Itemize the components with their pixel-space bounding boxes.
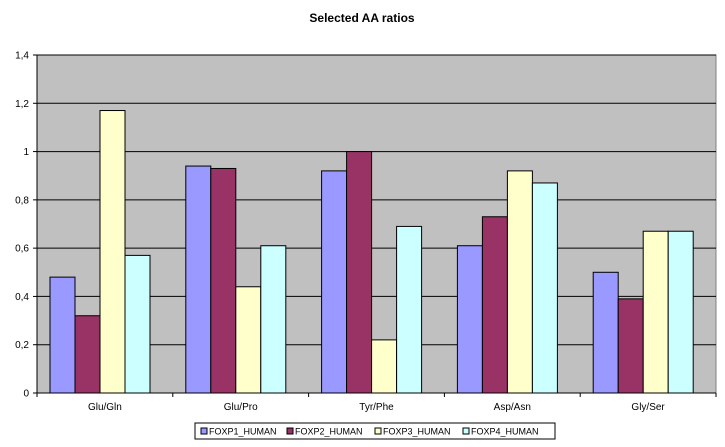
legend: FOXP1_HUMAN FOXP2_HUMAN FOXP3_HUMAN FOXP4_H…: [194, 422, 556, 440]
bar-foxp4_human-glu-gln: [124, 254, 151, 394]
legend-label: FOXP1_HUMAN: [209, 427, 277, 437]
legend-label: FOXP2_HUMAN: [295, 427, 363, 437]
x-tick-label: Glu/Pro: [224, 402, 258, 413]
bar-foxp4_human-gly-ser: [667, 230, 694, 394]
bar-foxp2_human-glu-gln: [74, 315, 101, 394]
y-axis-ticks: 0 0,2 0,4 0,6 0,8 1 1,2 1,4: [15, 51, 37, 400]
legend-swatch: [374, 427, 382, 435]
bar-foxp3_human-gly-ser: [642, 230, 669, 394]
chart-title: Selected AA ratios: [309, 11, 414, 25]
y-tick-label: 0,8: [15, 195, 29, 206]
bar-foxp1_human-glu-gln: [49, 276, 76, 394]
x-tick-label: Tyr/Phe: [359, 402, 394, 413]
bar-foxp2_human-asp-asn: [481, 216, 508, 394]
y-tick-label: 0,2: [15, 340, 29, 351]
bar-foxp3_human-glu-pro: [235, 286, 262, 394]
legend-label: FOXP4_HUMAN: [471, 427, 539, 437]
bar-foxp4_human-glu-pro: [260, 245, 287, 394]
legend-swatch: [286, 427, 294, 435]
x-tick-label: Gly/Ser: [631, 402, 665, 413]
bar-foxp3_human-tyr-phe: [371, 339, 398, 394]
bar-foxp3_human-asp-asn: [506, 170, 533, 394]
bars: [49, 110, 694, 394]
bar-foxp1_human-glu-pro: [185, 165, 212, 394]
y-tick-label: 0: [23, 389, 29, 400]
x-tick-label: Asp/Asn: [494, 402, 531, 413]
bar-foxp3_human-glu-gln: [99, 110, 126, 394]
y-tick-label: 1,2: [15, 99, 29, 110]
x-axis-ticks: Glu/Gln Glu/Pro Tyr/Phe Asp/Asn Gly/Ser: [36, 393, 717, 413]
y-tick-label: 1: [23, 147, 29, 158]
bar-foxp1_human-asp-asn: [456, 245, 483, 394]
bar-foxp4_human-asp-asn: [531, 182, 558, 394]
x-tick-label: Glu/Gln: [88, 402, 122, 413]
y-tick-label: 0,4: [15, 292, 29, 303]
y-tick-label: 1,4: [15, 51, 29, 62]
bar-foxp4_human-tyr-phe: [396, 225, 423, 394]
bar-foxp1_human-tyr-phe: [321, 170, 348, 394]
bar-foxp2_human-tyr-phe: [346, 151, 373, 394]
bar-foxp2_human-gly-ser: [617, 298, 644, 394]
y-tick-label: 0,6: [15, 244, 29, 255]
bar-foxp2_human-glu-pro: [210, 167, 237, 394]
legend-swatch: [200, 427, 208, 435]
legend-swatch: [462, 427, 470, 435]
legend-label: FOXP3_HUMAN: [383, 427, 451, 437]
bar-foxp1_human-gly-ser: [592, 271, 619, 394]
